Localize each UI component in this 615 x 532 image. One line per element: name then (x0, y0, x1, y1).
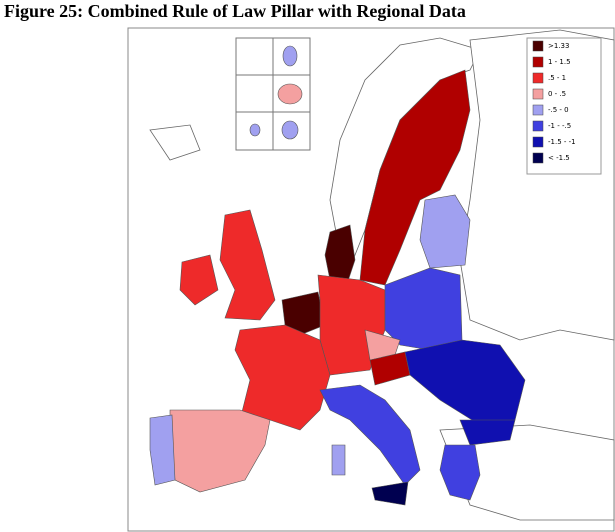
sardinia (331, 444, 346, 476)
legend-swatch (532, 40, 544, 52)
legend-swatch (532, 152, 544, 164)
sicily (371, 481, 409, 506)
legend-label: 0 - .5 (548, 90, 566, 98)
legend-label: -.5 - 0 (548, 106, 569, 114)
legend-swatch (532, 136, 544, 148)
legend-swatch (532, 72, 544, 84)
legend-label: -1 - -.5 (548, 122, 571, 130)
iceland (149, 124, 201, 161)
benelux (281, 291, 326, 336)
italy (319, 384, 421, 486)
inset-island (281, 120, 299, 140)
legend-swatch (532, 56, 544, 68)
turkey (439, 424, 615, 521)
legend-swatch (532, 104, 544, 116)
figure-title: Figure 25: Combined Rule of Law Pillar w… (4, 1, 466, 21)
inset-island (282, 45, 298, 67)
legend-label: 1 - 1.5 (548, 58, 571, 66)
legend-label: < -1.5 (548, 154, 570, 162)
legend-swatch (532, 120, 544, 132)
bulgaria (459, 419, 516, 446)
ireland (179, 254, 219, 306)
inset-island (249, 123, 261, 137)
france (234, 324, 331, 431)
inset-island (277, 83, 303, 105)
portugal (149, 414, 176, 486)
legend-label: .5 - 1 (548, 74, 566, 82)
legend: >1.33 1 - 1.5 .5 - 1 0 - .5 -.5 - 0 -1 - -.5 -… (526, 37, 602, 175)
legend-label: >1.33 (548, 42, 569, 50)
great-britain (219, 209, 276, 321)
legend-label: -1.5 - -1 (548, 138, 576, 146)
baltics (419, 194, 471, 269)
greece (439, 444, 481, 501)
legend-swatch (532, 88, 544, 100)
